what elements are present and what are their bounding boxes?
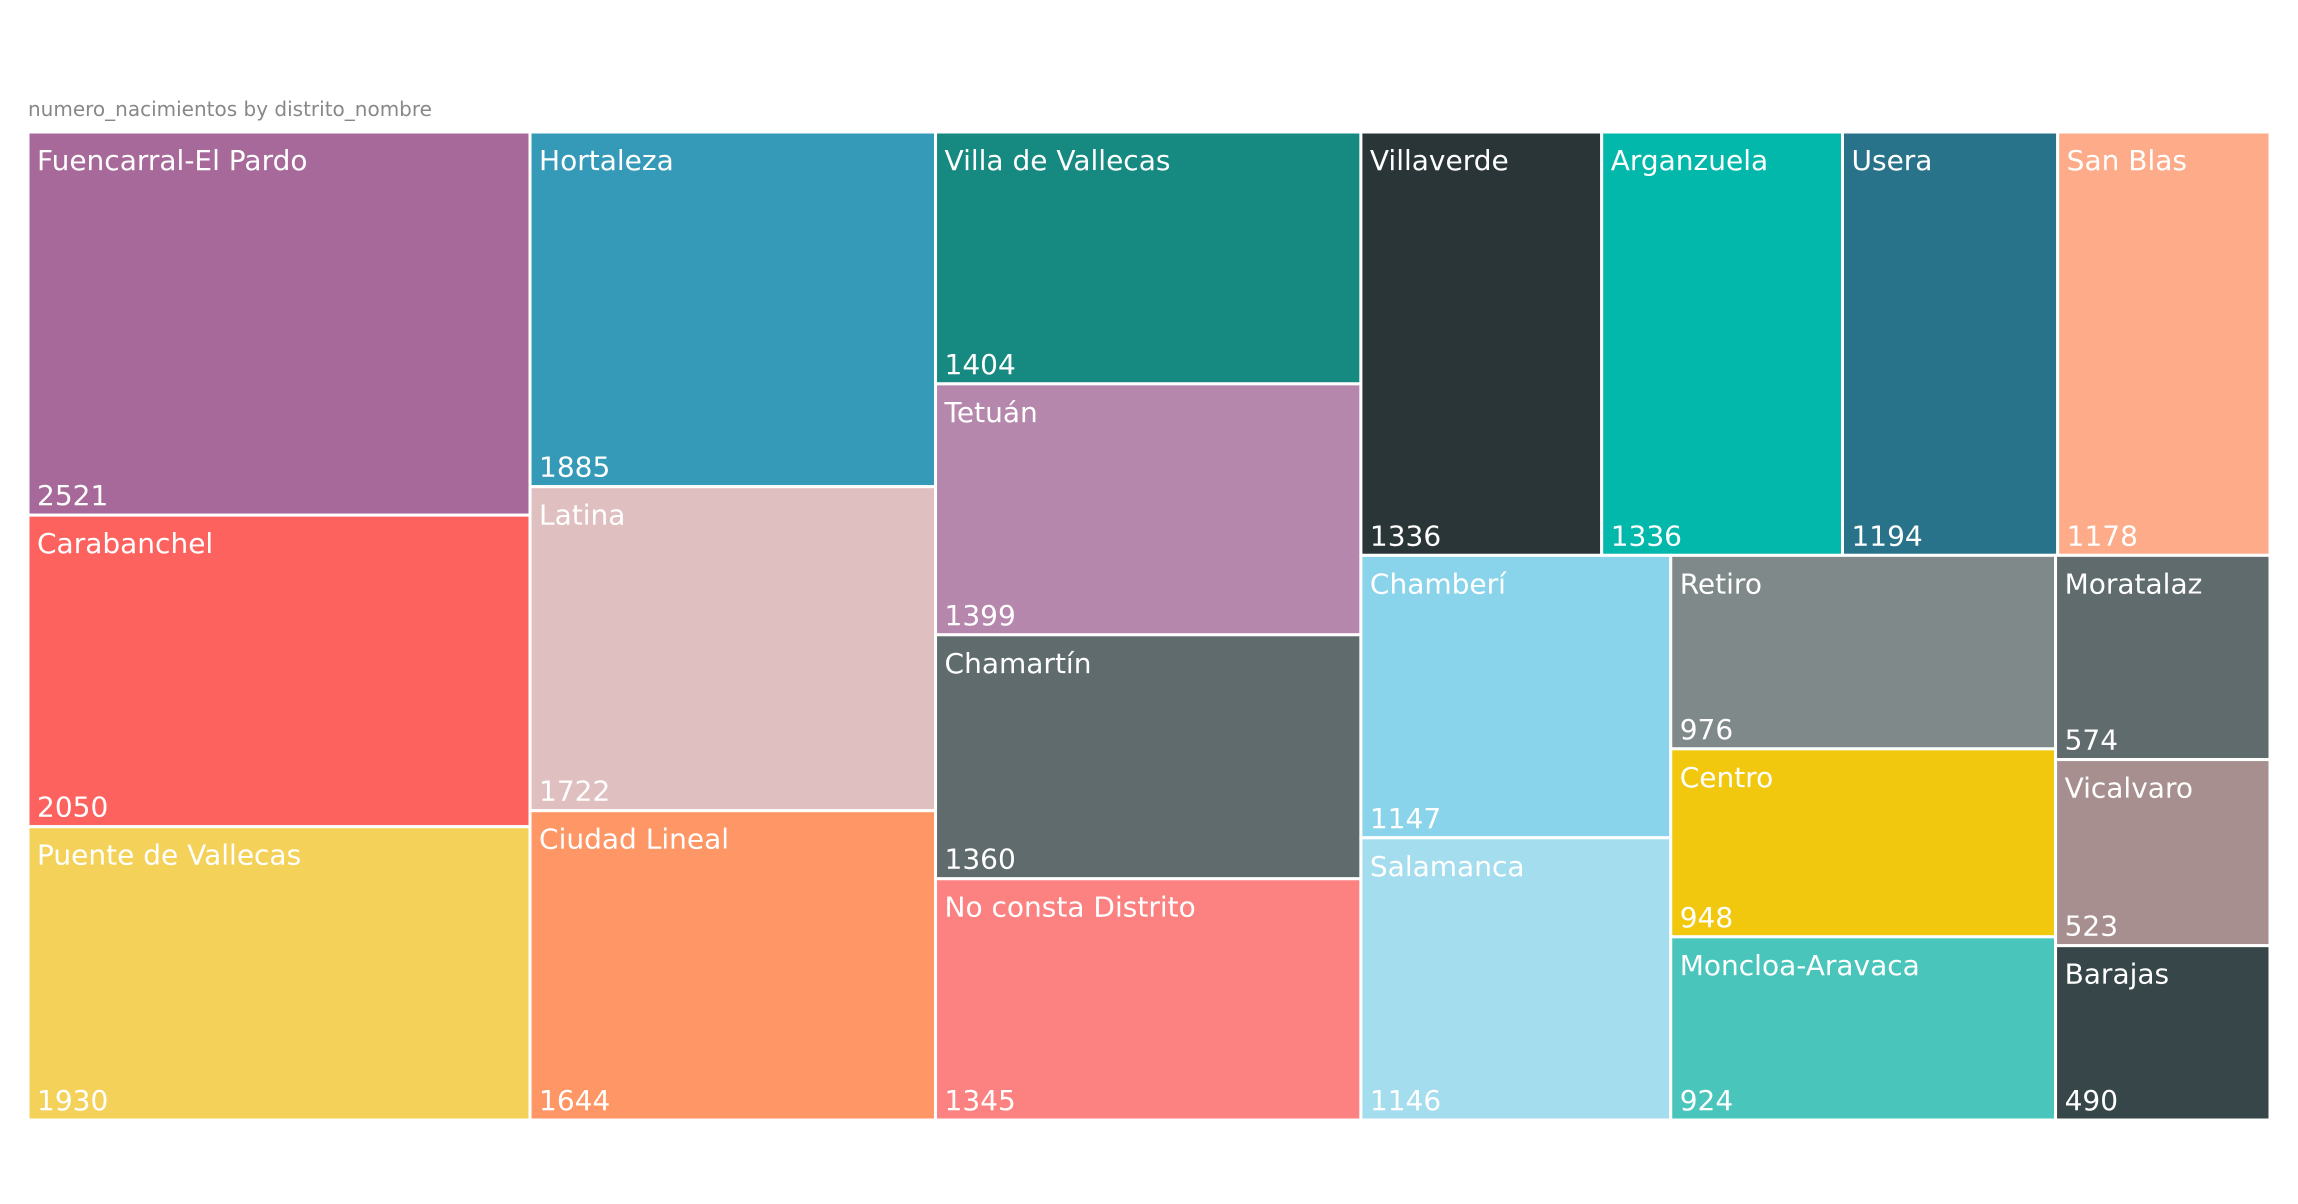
treemap-tile (934, 877, 1363, 1122)
treemap-tile (934, 633, 1363, 881)
chart-title: numero_nacimientos by distrito_nombre (28, 97, 432, 121)
tile-value: 1644 (539, 1084, 610, 1117)
treemap-tile (26, 825, 532, 1122)
tile-label: Puente de Vallecas (37, 839, 301, 872)
treemap-tile (1669, 553, 2058, 751)
tile-label: Villaverde (1370, 144, 1509, 177)
treemap-tile (2056, 130, 2272, 557)
tile-value: 1722 (539, 775, 610, 808)
treemap-tile (528, 485, 938, 813)
tile-label: Centro (1680, 761, 1774, 794)
tile-label: Latina (539, 499, 625, 532)
treemap-tile (1600, 130, 1844, 557)
tile-label: Salamanca (1370, 850, 1525, 883)
tile-value: 1194 (1851, 519, 1922, 552)
tile-value: 1930 (37, 1084, 108, 1117)
tile-value: 2050 (37, 791, 108, 824)
treemap-tile (2054, 758, 2272, 948)
tile-value: 2521 (37, 479, 108, 512)
tile-label: No consta Distrito (945, 891, 1196, 924)
tile-value: 523 (2065, 910, 2118, 943)
tile-label: Barajas (2065, 958, 2170, 991)
tile-value: 1399 (945, 599, 1016, 632)
tile-value: 1147 (1370, 802, 1441, 835)
tile-value: 1336 (1611, 519, 1682, 552)
tile-value: 574 (2065, 724, 2118, 757)
treemap-tile (1359, 130, 1604, 557)
tile-value: 1146 (1370, 1084, 1441, 1117)
tile-value: 924 (1680, 1084, 1733, 1117)
treemap-tile (2054, 944, 2272, 1122)
treemap-tile (1840, 130, 2060, 557)
tile-value: 1885 (539, 451, 610, 484)
tile-label: Tetuán (944, 396, 1038, 429)
treemap-tile (1359, 836, 1673, 1122)
tile-label: Chamartín (945, 647, 1092, 680)
tile-label: Moncloa-Aravaca (1680, 949, 1920, 982)
tile-label: Chamberí (1370, 567, 1507, 600)
treemap-tile (2054, 553, 2272, 762)
treemap-tile (26, 130, 532, 517)
tile-value: 948 (1680, 901, 1733, 934)
treemap-tile (934, 382, 1363, 637)
tile-value: 1404 (945, 348, 1016, 381)
tile-value: 1345 (945, 1084, 1016, 1117)
tile-value: 976 (1680, 713, 1733, 746)
treemap-tile (1359, 553, 1673, 840)
tile-label: Fuencarral-El Pardo (37, 144, 308, 177)
tile-label: Carabanchel (37, 527, 213, 560)
tile-value: 1336 (1370, 519, 1441, 552)
treemap-tile (26, 513, 532, 829)
tile-label: Retiro (1680, 567, 1762, 600)
tile-label: Moratalaz (2065, 567, 2203, 600)
tile-value: 490 (2065, 1084, 2118, 1117)
tile-value: 1360 (945, 843, 1016, 876)
tile-label: Villa de Vallecas (945, 144, 1171, 177)
tile-label: Usera (1851, 144, 1932, 177)
tile-label: Ciudad Lineal (539, 823, 729, 856)
tile-label: Vicalvaro (2065, 772, 2193, 805)
tile-value: 1178 (2067, 519, 2138, 552)
tile-label: Hortaleza (539, 144, 674, 177)
treemap-tile (934, 130, 1363, 386)
treemap-tile (528, 130, 938, 489)
treemap-tile (528, 809, 938, 1122)
treemap-tile (1669, 935, 2058, 1122)
tile-label: San Blas (2067, 144, 2187, 177)
tile-label: Arganzuela (1611, 144, 1768, 177)
